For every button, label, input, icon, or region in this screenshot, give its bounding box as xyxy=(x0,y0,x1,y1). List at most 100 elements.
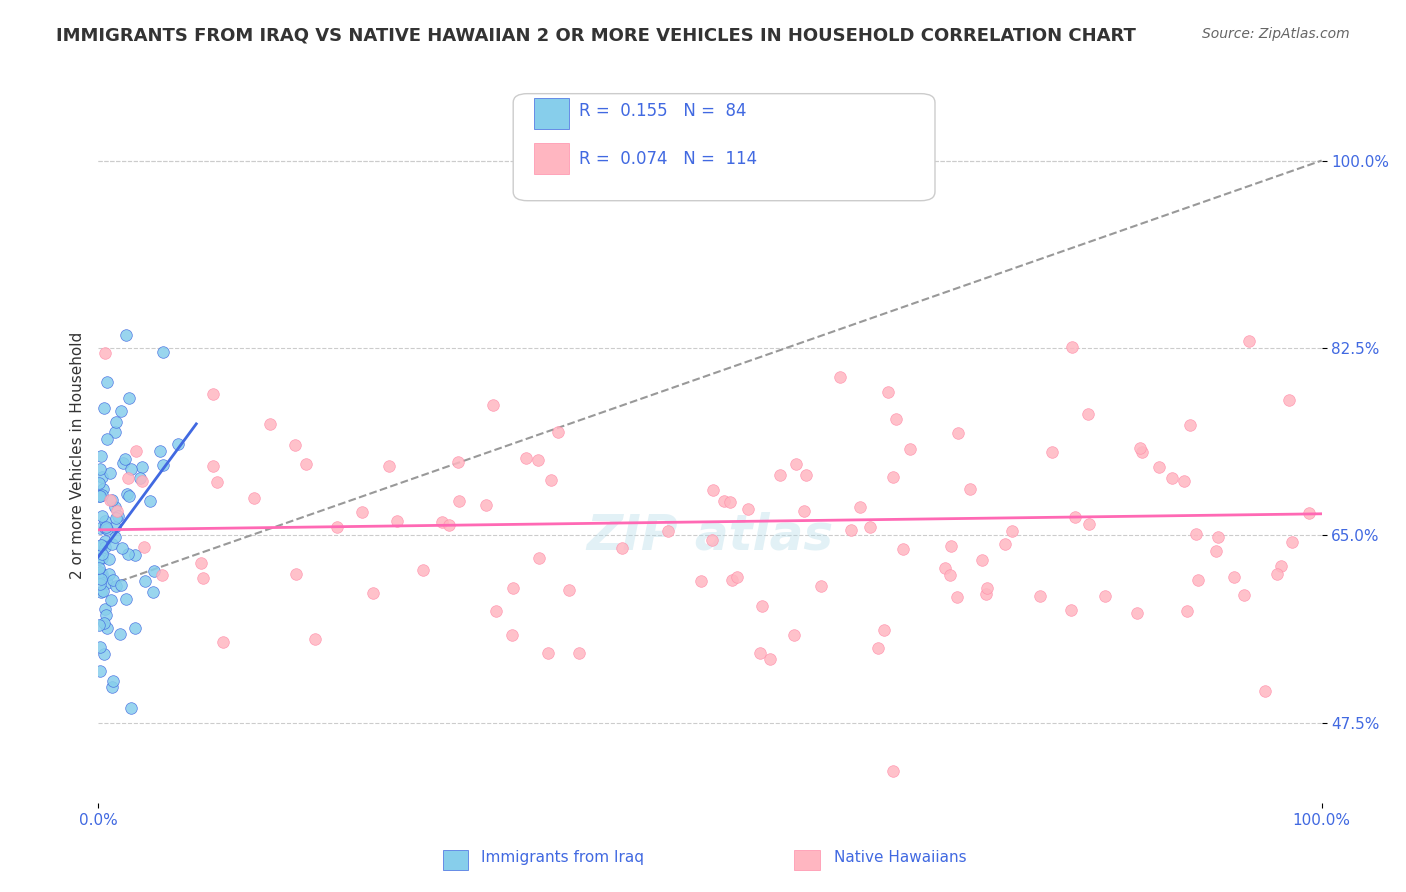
Point xyxy=(104,520,127,534)
Point xyxy=(207,475,229,489)
Point xyxy=(117,471,139,485)
Point xyxy=(90,470,112,484)
Point xyxy=(125,444,148,458)
Point xyxy=(1064,510,1087,524)
Point xyxy=(89,461,111,475)
Point xyxy=(882,469,904,483)
Point xyxy=(882,764,904,778)
Point xyxy=(98,466,121,480)
Point xyxy=(1223,570,1246,584)
Point xyxy=(873,624,896,638)
Point xyxy=(97,552,120,566)
Point xyxy=(1175,604,1198,618)
Point xyxy=(1078,516,1101,531)
Point xyxy=(758,652,780,666)
Point xyxy=(89,475,111,490)
Point xyxy=(107,509,129,524)
Point xyxy=(485,604,508,618)
Point xyxy=(120,701,142,715)
Point xyxy=(294,457,316,471)
Point xyxy=(430,515,453,529)
Point xyxy=(90,572,112,586)
Point xyxy=(96,621,118,635)
Text: R =  0.155   N =  84: R = 0.155 N = 84 xyxy=(579,103,747,120)
Point xyxy=(702,483,724,497)
Point xyxy=(446,455,468,469)
Point xyxy=(90,449,112,463)
Point xyxy=(105,504,128,518)
Point xyxy=(243,491,266,506)
Point xyxy=(120,461,142,475)
Point xyxy=(98,493,121,508)
Point xyxy=(91,547,114,561)
Point xyxy=(110,578,132,592)
Point xyxy=(104,415,127,429)
Point xyxy=(104,425,127,440)
Point xyxy=(1270,558,1292,573)
Point xyxy=(849,500,872,514)
Point xyxy=(134,574,156,588)
Point xyxy=(142,564,165,578)
Point xyxy=(868,641,890,656)
Point xyxy=(94,533,117,548)
Point xyxy=(748,646,770,660)
Point xyxy=(972,552,994,566)
Point xyxy=(104,579,127,593)
Point xyxy=(131,474,153,488)
Point xyxy=(939,568,962,582)
Point xyxy=(959,482,981,496)
Point xyxy=(537,646,560,660)
Point xyxy=(89,565,111,579)
Point xyxy=(114,452,136,467)
Point xyxy=(515,451,537,466)
Point xyxy=(89,577,111,591)
Point xyxy=(114,592,136,607)
Point xyxy=(124,548,146,562)
Point xyxy=(976,581,998,595)
Point xyxy=(117,547,139,561)
Point xyxy=(89,489,111,503)
Point xyxy=(939,539,962,553)
Point xyxy=(1000,524,1022,539)
Point xyxy=(352,505,374,519)
Point xyxy=(891,541,914,556)
Point xyxy=(105,511,128,525)
Point xyxy=(1187,574,1209,588)
Point xyxy=(737,502,759,516)
Point xyxy=(447,494,470,508)
Point xyxy=(946,425,969,440)
Point xyxy=(898,442,921,456)
Text: IMMIGRANTS FROM IRAQ VS NATIVE HAWAIIAN 2 OR MORE VEHICLES IN HOUSEHOLD CORRELAT: IMMIGRANTS FROM IRAQ VS NATIVE HAWAIIAN … xyxy=(56,27,1136,45)
Point xyxy=(751,599,773,613)
Point xyxy=(111,456,134,470)
Point xyxy=(110,403,132,417)
Point xyxy=(1298,507,1320,521)
Point xyxy=(104,500,127,514)
Point xyxy=(94,601,117,615)
Point xyxy=(1265,567,1288,582)
Point xyxy=(93,647,115,661)
Point xyxy=(114,327,136,342)
Point xyxy=(721,573,744,587)
Point xyxy=(612,541,634,555)
Point xyxy=(94,520,117,534)
Point xyxy=(1126,606,1149,620)
Point xyxy=(547,425,569,439)
Point xyxy=(89,640,111,654)
Point xyxy=(167,436,190,450)
Point xyxy=(385,514,408,528)
Point xyxy=(115,486,138,500)
Point xyxy=(128,471,150,485)
Point xyxy=(502,581,524,595)
Point xyxy=(859,520,882,534)
Point xyxy=(91,508,114,523)
Point xyxy=(93,514,115,528)
Point xyxy=(1184,527,1206,541)
Point xyxy=(96,432,118,446)
Point xyxy=(90,550,112,565)
Point xyxy=(101,537,124,551)
Point xyxy=(810,579,832,593)
Point xyxy=(657,524,679,538)
Point xyxy=(1060,340,1083,354)
Text: ZIP atlas: ZIP atlas xyxy=(586,511,834,559)
